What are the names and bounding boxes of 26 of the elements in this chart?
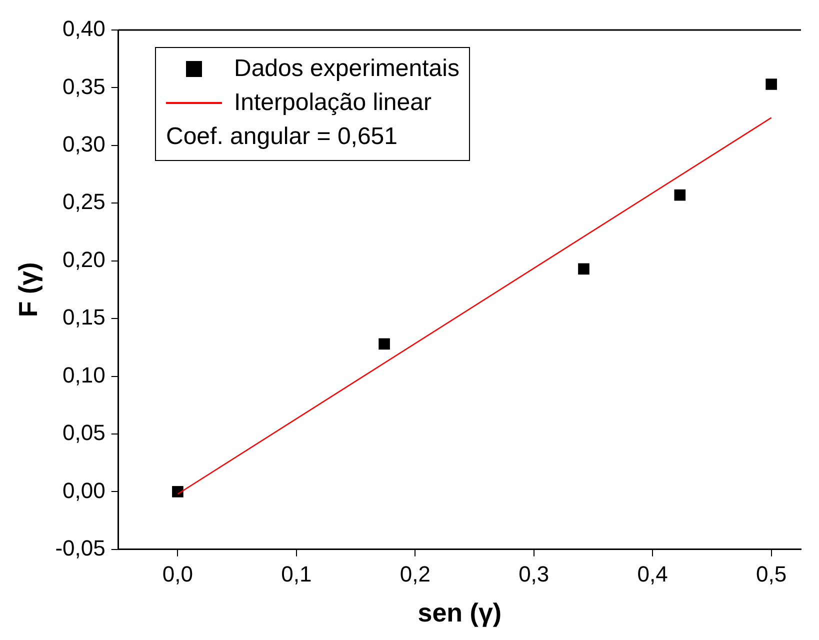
legend-label: Interpolação linear	[234, 88, 432, 118]
legend-label: Dados experimentais	[234, 54, 460, 84]
point	[578, 263, 590, 275]
y-tick-label: 0,10	[62, 362, 106, 388]
annotation: Coef. angular = 0,651	[166, 122, 399, 152]
y-tick-label: 0,35	[62, 74, 106, 99]
point	[674, 189, 686, 201]
x-tick-label: 0,2	[400, 562, 430, 587]
y-tick-label: 0,00	[62, 478, 106, 503]
x-tick-label: 0,4	[637, 562, 668, 587]
y-tick-label: 0,05	[62, 420, 106, 446]
x-axis-title: sen (γ)	[418, 598, 502, 628]
x-tick-label: 0,5	[756, 562, 787, 587]
y-tick-label: 0,15	[62, 304, 106, 330]
y-tick-label: 0,20	[62, 246, 106, 272]
y-axis-title: F (γ)	[12, 262, 43, 318]
point	[172, 486, 184, 498]
y-tick-label: -0,05	[55, 535, 106, 560]
x-tick-label: 0,3	[518, 562, 550, 587]
y-tick-label: 0,40	[62, 16, 106, 42]
point	[766, 78, 777, 90]
y-tick-label: 0,25	[62, 189, 106, 214]
y-tick-label: 0,30	[62, 131, 106, 156]
point	[378, 338, 390, 350]
x-tick-label: 0,1	[281, 562, 312, 587]
x-tick-label: 0,0	[162, 562, 194, 587]
